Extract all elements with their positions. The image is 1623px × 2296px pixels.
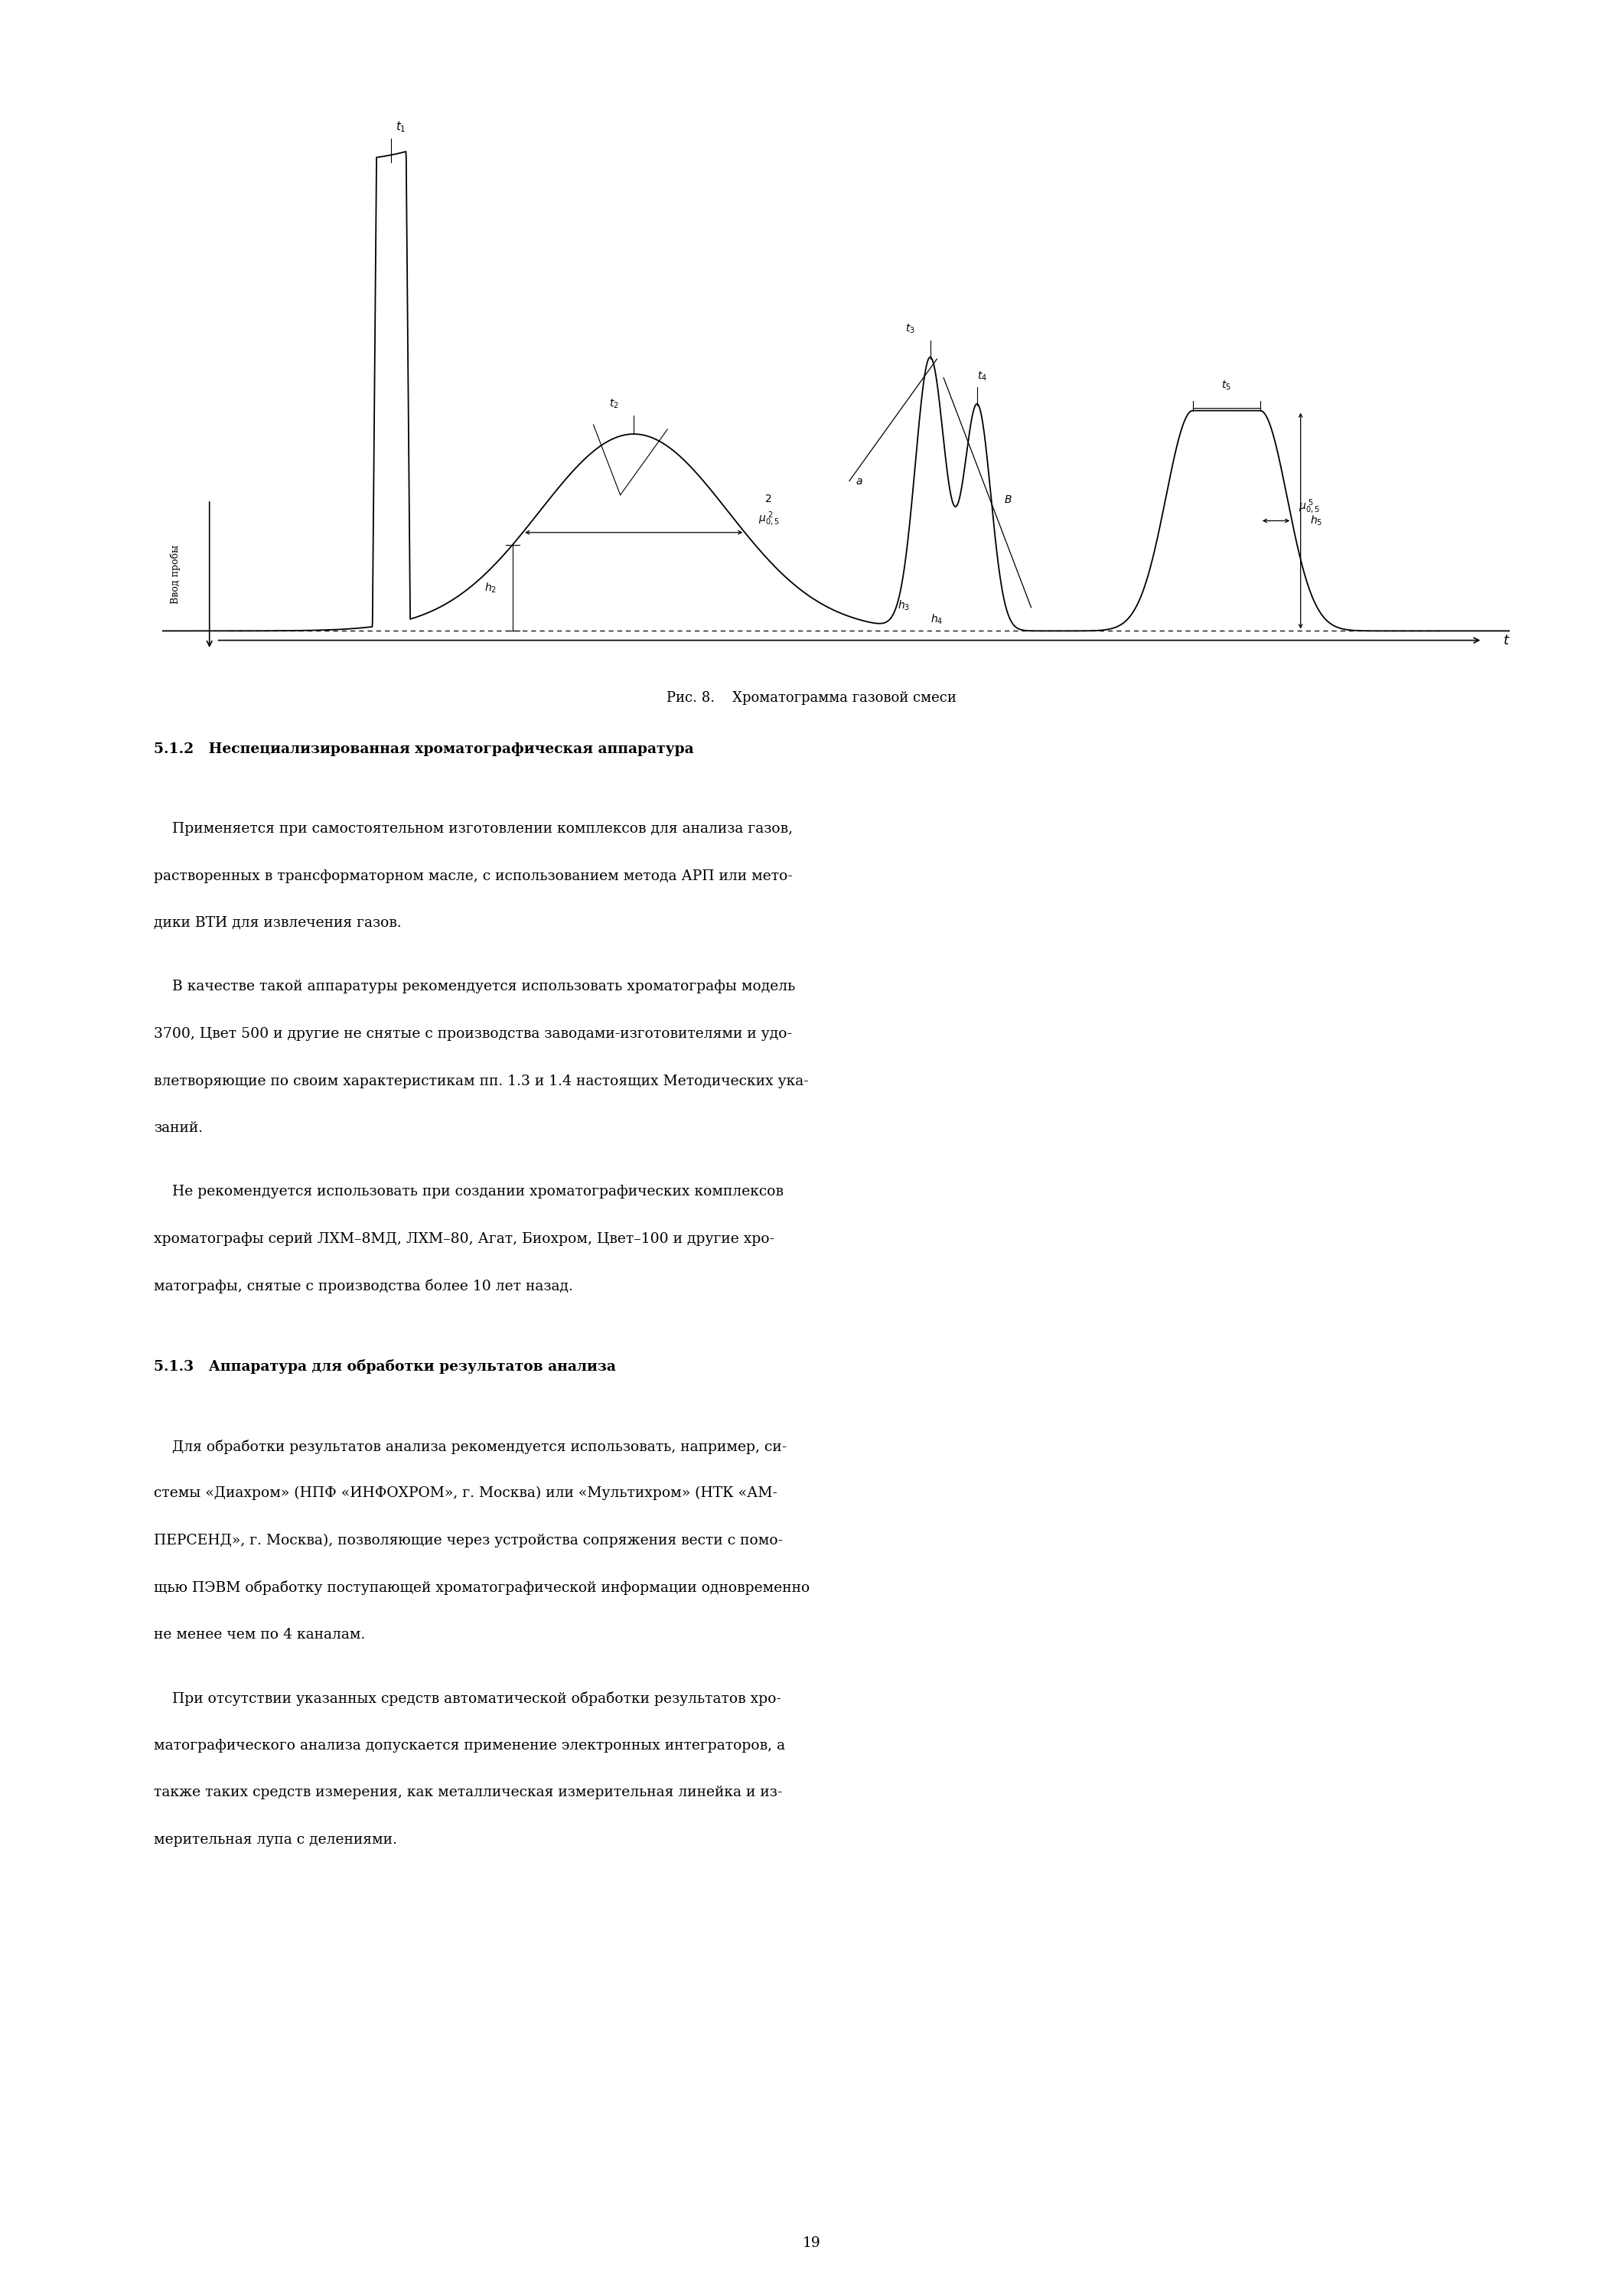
Text: $\mu_{0,5}^{\ 5}$: $\mu_{0,5}^{\ 5}$ [1298,498,1319,517]
Text: 2: 2 [764,494,771,505]
Text: a: a [855,475,862,487]
Text: $h_5$: $h_5$ [1310,514,1323,528]
Text: также таких средств измерения, как металлическая измерительная линейка и из-: также таких средств измерения, как метал… [154,1786,782,1800]
Text: ПЕРСЕНД», г. Москва), позволяющие через устройства сопряжения вести с помо-: ПЕРСЕНД», г. Москва), позволяющие через … [154,1534,784,1548]
Text: $h_3$: $h_3$ [898,599,911,613]
Text: стемы «Диахром» (НПФ «ИНФОХРОМ», г. Москва) или «Мультихром» (НТК «АМ-: стемы «Диахром» (НПФ «ИНФОХРОМ», г. Моск… [154,1486,777,1499]
Text: $t_1$: $t_1$ [396,119,406,133]
Text: матографического анализа допускается применение электронных интеграторов, а: матографического анализа допускается при… [154,1738,786,1752]
Text: $h_2$: $h_2$ [484,581,497,595]
Text: матографы, снятые с производства более 10 лет назад.: матографы, снятые с производства более 1… [154,1279,573,1293]
Text: заний.: заний. [154,1120,203,1134]
Text: В качестве такой аппаратуры рекомендуется использовать хроматографы модель: В качестве такой аппаратуры рекомендуетс… [154,980,795,994]
Text: не менее чем по 4 каналам.: не менее чем по 4 каналам. [154,1628,365,1642]
Text: Для обработки результатов анализа рекомендуется использовать, например, си-: Для обработки результатов анализа рекоме… [154,1440,787,1453]
Text: 3700, Цвет 500 и другие не снятые с производства заводами-изготовителями и удо-: 3700, Цвет 500 и другие не снятые с прои… [154,1026,792,1040]
Text: $h_4$: $h_4$ [930,613,943,627]
Text: Ввод пробы: Ввод пробы [170,544,180,604]
Text: щью ПЭВМ обработку поступающей хроматографической информации одновременно: щью ПЭВМ обработку поступающей хроматогр… [154,1580,810,1596]
Text: $\mu_{0,5}^{\ 2}$: $\mu_{0,5}^{\ 2}$ [758,510,779,528]
Text: Применяется при самостоятельном изготовлении комплексов для анализа газов,: Применяется при самостоятельном изготовл… [154,822,794,836]
Text: $t_2$: $t_2$ [609,397,618,411]
Text: При отсутствии указанных средств автоматической обработки результатов хро-: При отсутствии указанных средств автомат… [154,1692,782,1706]
Text: $t_4$: $t_4$ [977,370,987,383]
Text: $t_5$: $t_5$ [1222,379,1232,393]
Text: влетворяющие по своим характеристикам пп. 1.3 и 1.4 настоящих Методических ука-: влетворяющие по своим характеристикам пп… [154,1075,808,1088]
Text: $t$: $t$ [1503,634,1509,647]
Text: хроматографы серий ЛХМ–8МД, ЛХМ–80, Агат, Биохром, Цвет–100 и другие хро-: хроматографы серий ЛХМ–8МД, ЛХМ–80, Агат… [154,1233,774,1247]
Text: $t_3$: $t_3$ [906,324,915,335]
Text: B: B [1005,494,1011,505]
Text: 5.1.3   Аппаратура для обработки результатов анализа: 5.1.3 Аппаратура для обработки результат… [154,1359,617,1373]
Text: дики ВТИ для извлечения газов.: дики ВТИ для извлечения газов. [154,916,403,930]
Text: Рис. 8.    Хроматограмма газовой смеси: Рис. 8. Хроматограмма газовой смеси [667,691,956,705]
Text: Не рекомендуется использовать при создании хроматографических комплексов: Не рекомендуется использовать при создан… [154,1185,784,1199]
Text: растворенных в трансформаторном масле, с использованием метода АРП или мето-: растворенных в трансформаторном масле, с… [154,870,794,884]
Text: мерительная лупа с делениями.: мерительная лупа с делениями. [154,1832,398,1846]
Text: 5.1.2   Неспециализированная хроматографическая аппаратура: 5.1.2 Неспециализированная хроматографич… [154,742,695,755]
Text: 19: 19 [802,2236,821,2250]
